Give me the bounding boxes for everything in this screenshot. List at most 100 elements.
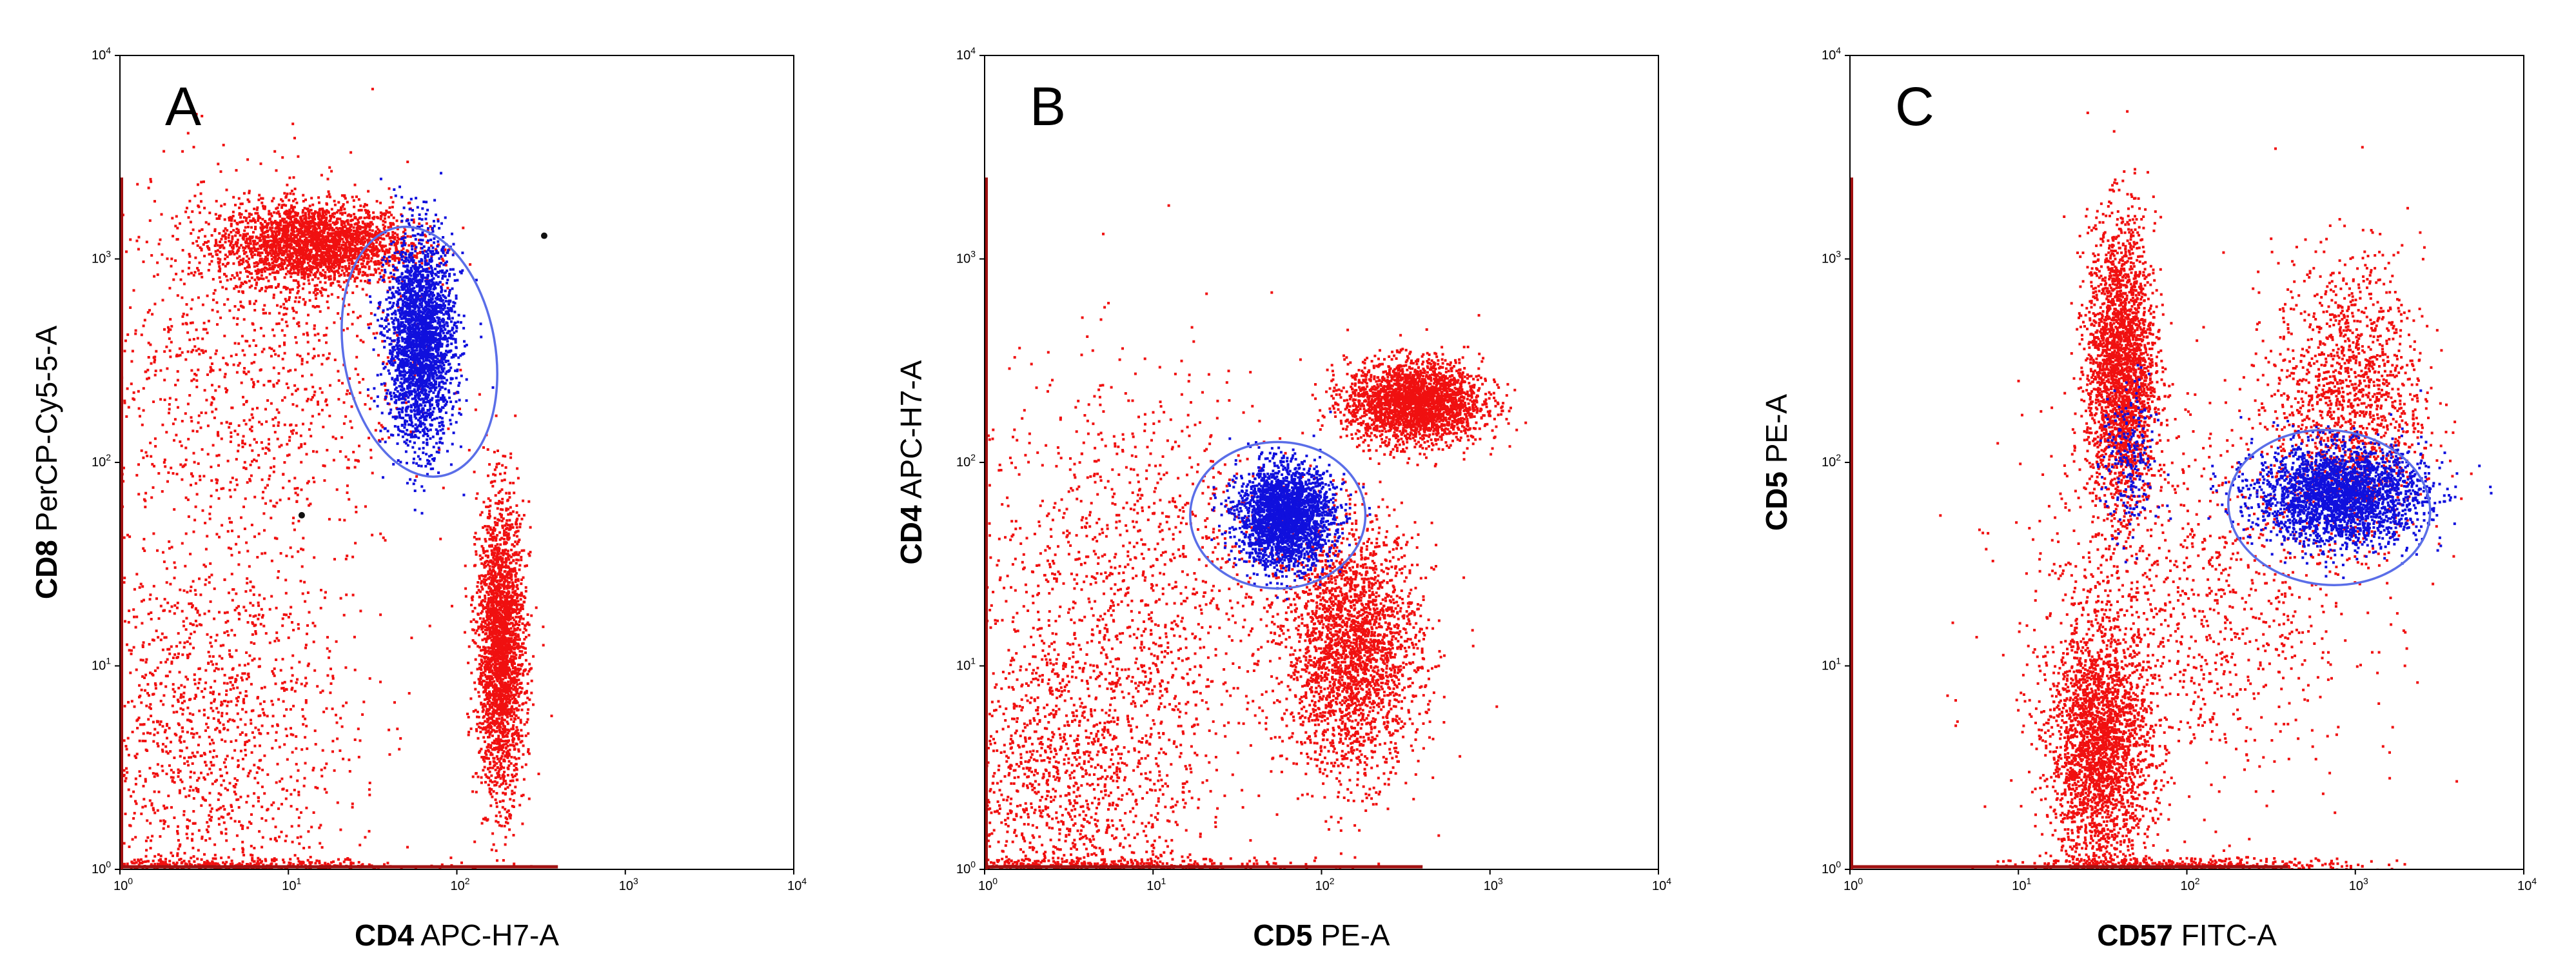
event-dot (517, 738, 520, 741)
event-dot (518, 608, 521, 611)
event-dot (275, 244, 278, 247)
event-dot (363, 256, 366, 259)
event-dot (247, 226, 250, 228)
event-dot (491, 576, 494, 579)
event-dot (320, 251, 324, 254)
event-dot (495, 686, 498, 689)
event-dot (550, 715, 553, 718)
event-dot (371, 222, 374, 226)
event-dot (246, 198, 250, 201)
event-dot (351, 237, 355, 241)
event-dot (285, 220, 288, 223)
event-dot (485, 632, 488, 635)
event-dot (506, 740, 509, 744)
event-dot (502, 591, 506, 593)
event-dot (497, 582, 500, 586)
event-dot (408, 244, 411, 247)
event-dot (515, 562, 518, 565)
event-dot (264, 290, 267, 293)
event-dot (362, 205, 366, 208)
event-dot (311, 212, 314, 215)
event-dot (507, 641, 510, 644)
event-dot (495, 599, 498, 602)
event-dot (253, 246, 255, 249)
event-dot (340, 206, 343, 210)
event-dot (499, 586, 502, 589)
event-dot (276, 226, 279, 230)
event-dot (261, 268, 264, 271)
event-dot (308, 256, 311, 259)
event-dot (526, 622, 529, 626)
event-dot (504, 782, 507, 786)
event-dot (492, 556, 495, 559)
event-dot (306, 253, 309, 257)
event-dot (516, 633, 520, 637)
event-dot (489, 766, 492, 769)
event-dot (334, 265, 337, 268)
event-dot (504, 595, 507, 598)
event-dot (270, 223, 273, 226)
event-dot (479, 675, 482, 678)
event-dot (249, 242, 252, 245)
event-dot (241, 237, 244, 240)
event-dot (368, 267, 371, 270)
event-dot (520, 795, 524, 797)
event-dot (516, 595, 519, 598)
event-dot (518, 692, 521, 695)
event-dot (477, 715, 480, 718)
event-dot (320, 274, 323, 277)
event-dot (255, 235, 258, 239)
event-dot (502, 707, 504, 710)
event-dot (376, 250, 379, 253)
event-dot (502, 746, 505, 749)
event-dot (503, 620, 506, 623)
event-dot (511, 591, 515, 594)
event-dot (337, 235, 340, 239)
event-dot (214, 250, 217, 253)
event-dot (253, 262, 256, 265)
event-dot (502, 780, 506, 782)
event-dot (498, 824, 501, 827)
event-dot (507, 660, 511, 663)
event-dot (284, 226, 288, 229)
event-dot (315, 257, 318, 261)
event-dot (497, 667, 500, 670)
event-dot (332, 229, 335, 232)
event-dot (484, 622, 487, 625)
event-dot (219, 250, 222, 253)
event-dot (243, 229, 246, 232)
event-dot (380, 215, 383, 218)
event-dot (265, 224, 268, 228)
event-dot (489, 647, 493, 649)
event-dot (491, 641, 495, 644)
event-dot (388, 206, 391, 209)
event-dot (526, 711, 529, 715)
event-dot (511, 583, 515, 586)
event-dot (293, 187, 297, 190)
event-dot (504, 754, 507, 757)
event-dot (532, 655, 535, 658)
event-dot (393, 232, 397, 235)
event-dot (488, 586, 491, 589)
event-dot (257, 217, 260, 220)
event-dot (257, 214, 260, 217)
event-dot (511, 595, 515, 598)
event-dot (495, 597, 498, 600)
event-dot (475, 729, 478, 733)
event-dot (515, 628, 518, 631)
event-dot (335, 261, 338, 264)
event-dot (281, 199, 284, 203)
event-dot (521, 702, 524, 706)
event-dot (242, 192, 246, 195)
event-dot (518, 568, 521, 571)
event-dot (323, 241, 326, 244)
event-dot (487, 686, 490, 689)
event-dot (329, 233, 332, 236)
event-dot (516, 584, 519, 587)
event-dot (265, 241, 268, 244)
event-dot (258, 193, 261, 197)
event-dot (351, 242, 354, 245)
event-dot (491, 532, 495, 535)
event-dot (515, 680, 518, 684)
event-dot (488, 569, 491, 572)
